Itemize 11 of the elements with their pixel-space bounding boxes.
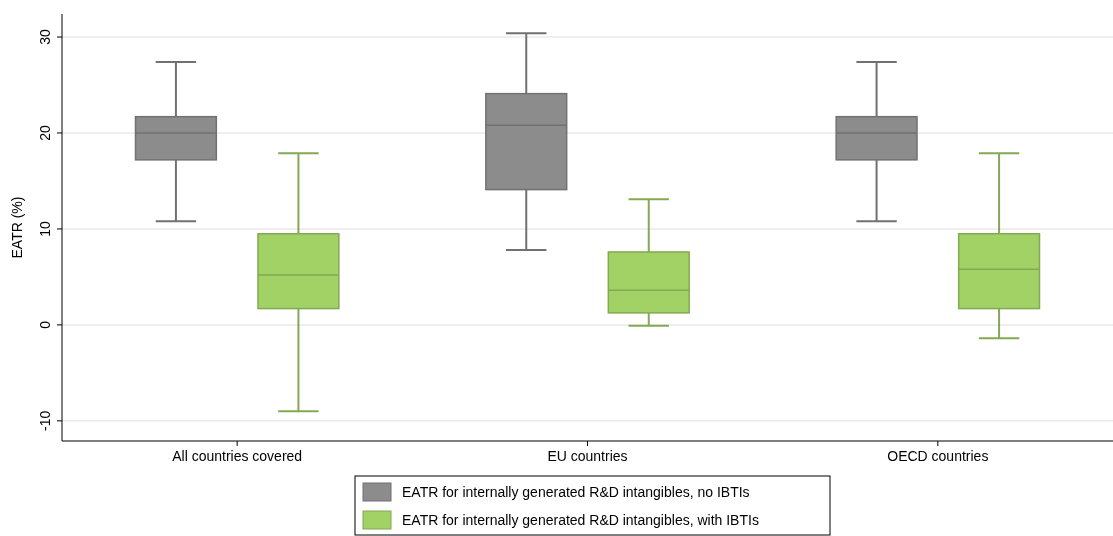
legend-label: EATR for internally generated R&D intangibles, with IBTIs	[402, 512, 759, 528]
x-tick-label: All countries covered	[172, 448, 303, 464]
y-axis-title: EATR (%)	[9, 196, 25, 259]
y-tick-label: 20	[37, 124, 53, 141]
y-tick-label: 10	[37, 220, 53, 237]
y-tick-label: 0	[37, 320, 53, 329]
x-tick-label: OECD countries	[887, 448, 989, 464]
y-tick-label: 30	[37, 29, 53, 45]
y-tick-label: -10	[37, 410, 53, 431]
legend-label: EATR for internally generated R&D intangibles, no IBTIs	[402, 484, 750, 500]
x-tick-label: EU countries	[547, 448, 628, 464]
